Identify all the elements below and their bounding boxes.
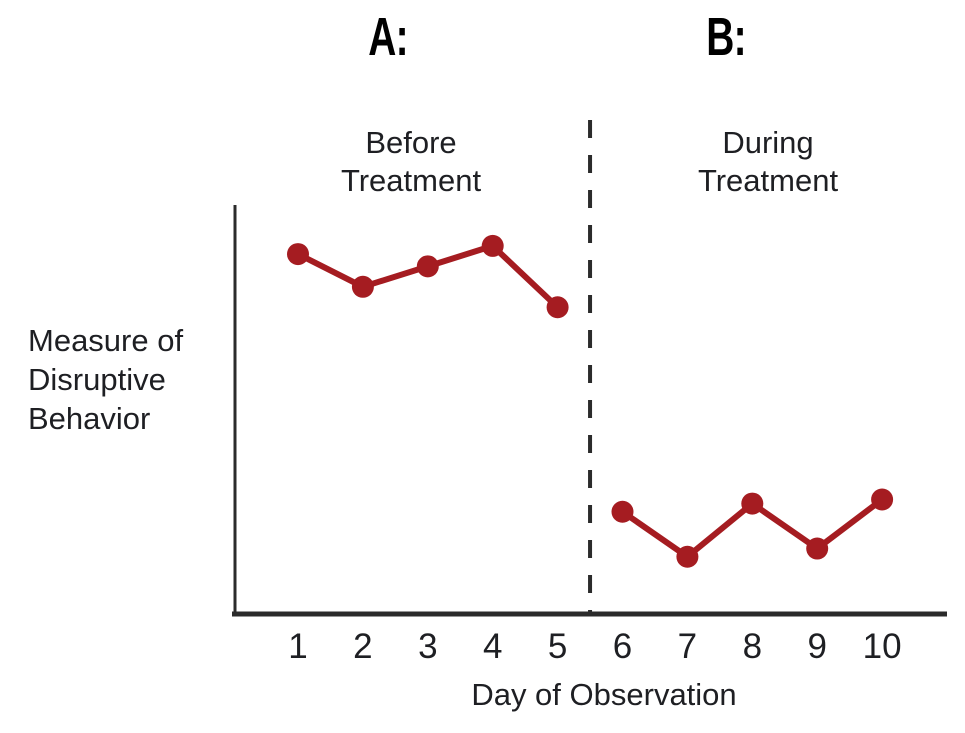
data-point-day-4 [481, 234, 504, 257]
data-point-day-5 [546, 296, 569, 319]
data-point-day-9 [806, 537, 829, 560]
before-treatment-line2: Treatment [340, 163, 482, 198]
during-treatment-label: During Treatment [698, 124, 838, 200]
x-tick-label-8: 8 [742, 627, 763, 666]
x-tick-label-5: 5 [547, 627, 568, 666]
before-treatment-label: Before Treatment [341, 124, 481, 200]
x-tick-label-2: 2 [353, 627, 373, 666]
y-axis-title-line1: Measure of [28, 323, 184, 358]
y-axis-title-line2: Disruptive [28, 362, 166, 397]
x-tick-label-10: 10 [862, 627, 902, 666]
data-point-day-3 [416, 255, 439, 278]
x-axis-title: Day of Observation [471, 677, 737, 712]
x-tick-label-7: 7 [677, 627, 698, 666]
data-point-day-6 [611, 500, 634, 523]
data-point-day-10 [871, 488, 894, 511]
during-treatment-line2: Treatment [697, 163, 839, 198]
phase-a-heading: A: [361, 10, 416, 64]
before-treatment-line1: Before [365, 125, 457, 160]
x-tick-label-3: 3 [418, 627, 438, 666]
x-tick-label-4: 4 [482, 627, 503, 666]
y-axis-title-line3: Behavior [28, 401, 151, 436]
data-point-day-7 [676, 545, 699, 568]
x-tick-label-1: 1 [288, 627, 308, 666]
data-point-day-2 [351, 275, 374, 298]
data-point-day-8 [741, 492, 764, 515]
during-treatment-line1: During [722, 125, 814, 160]
y-axis-title: Measure of Disruptive Behavior [28, 321, 183, 438]
phase-b-heading: B: [699, 10, 754, 64]
x-tick-label-9: 9 [807, 627, 827, 666]
x-tick-label-6: 6 [612, 627, 633, 666]
phase-b-heading-text: B: [706, 7, 746, 67]
data-point-day-1 [287, 243, 309, 266]
phase-a-heading-text: A: [368, 7, 408, 67]
